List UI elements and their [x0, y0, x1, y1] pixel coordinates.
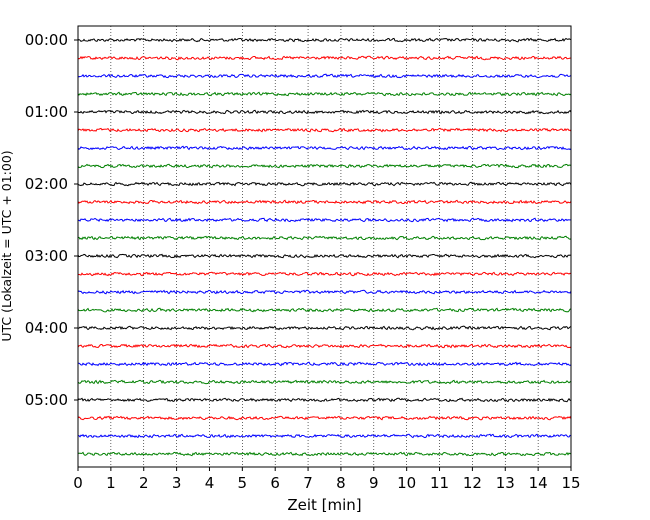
trace-line — [77, 37, 572, 43]
x-tick-label: 14 — [529, 474, 548, 492]
x-tick-label: 5 — [238, 474, 248, 492]
trace-line — [77, 163, 572, 169]
x-tick-label: 13 — [496, 474, 515, 492]
trace-line — [77, 271, 572, 277]
trace-line — [77, 397, 572, 403]
trace-line — [77, 55, 572, 61]
x-tick-label: 7 — [303, 474, 313, 492]
plot-frame — [77, 25, 572, 468]
trace-line — [77, 145, 572, 151]
x-tick-label: 6 — [270, 474, 280, 492]
x-tick-label: 10 — [397, 474, 416, 492]
trace-line — [77, 307, 572, 313]
trace-line — [77, 91, 572, 97]
trace-line — [77, 217, 572, 223]
trace-line — [77, 127, 572, 133]
x-tick-label: 9 — [369, 474, 379, 492]
trace-line — [77, 361, 572, 367]
trace-line — [77, 451, 572, 457]
x-tick-label: 0 — [73, 474, 83, 492]
trace-line — [77, 325, 572, 331]
x-tick-label: 2 — [139, 474, 149, 492]
trace-line — [77, 109, 572, 115]
y-tick-label: 02:00 — [25, 175, 68, 193]
trace-line — [77, 73, 572, 79]
trace-line — [77, 415, 572, 421]
trace-line — [77, 379, 572, 385]
y-axis-ticks: 00:00 01:00 02:00 03:00 04:00 05:00 — [25, 31, 78, 409]
y-tick-label: 04:00 — [25, 319, 68, 337]
trace-line — [77, 199, 572, 205]
x-tick-label: 1 — [106, 474, 116, 492]
trace-line — [77, 253, 572, 259]
trace-line — [77, 181, 572, 187]
trace-layer — [77, 37, 572, 457]
y-tick-label: 05:00 — [25, 391, 68, 409]
x-tick-label: 4 — [205, 474, 215, 492]
x-tick-label: 12 — [463, 474, 482, 492]
x-tick-label: 3 — [172, 474, 182, 492]
trace-line — [77, 235, 572, 241]
x-tick-label: 15 — [561, 474, 580, 492]
x-axis-ticks: 0 1 2 3 4 5 6 7 8 9 10 11 12 13 14 15 — [73, 467, 581, 492]
y-axis-label: UTC (Lokalzeit = UTC + 01:00) — [0, 150, 14, 341]
trace-line — [77, 289, 572, 295]
y-tick-label: 01:00 — [25, 103, 68, 121]
x-axis-label: Zeit [min] — [287, 496, 361, 514]
y-tick-label: 03:00 — [25, 247, 68, 265]
trace-line — [77, 433, 572, 439]
y-tick-label: 00:00 — [25, 31, 68, 49]
x-tick-label: 11 — [430, 474, 449, 492]
trace-line — [77, 343, 572, 349]
x-tick-label: 8 — [336, 474, 346, 492]
